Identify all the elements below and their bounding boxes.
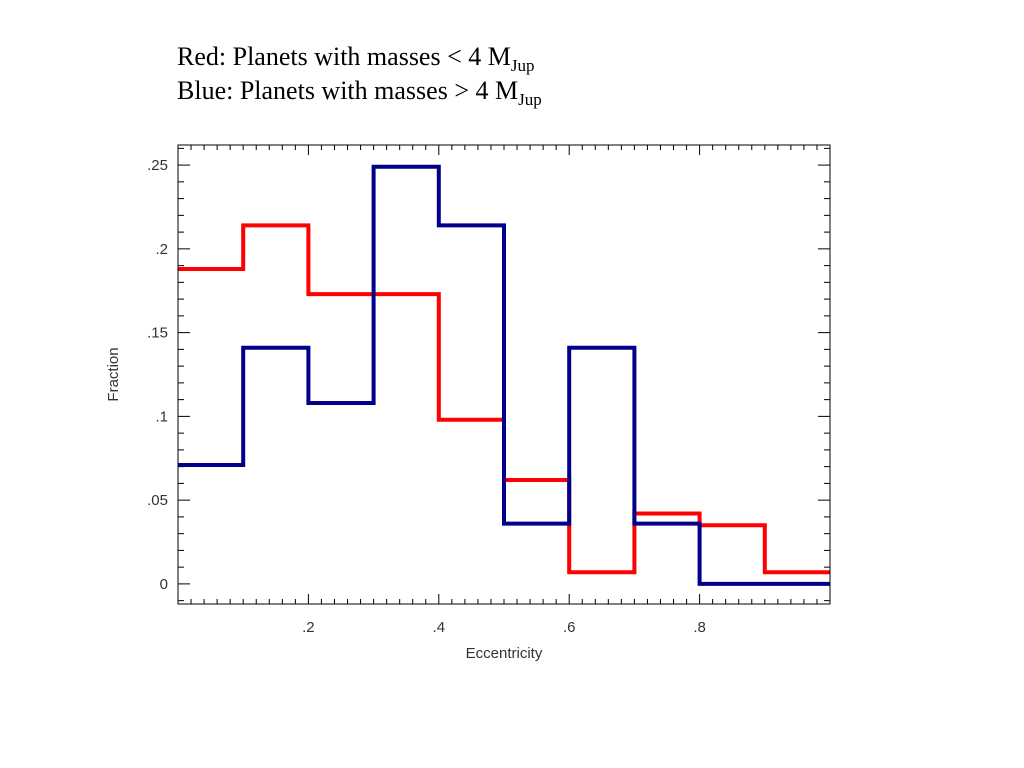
x-tick-label: .6 xyxy=(563,619,576,636)
series-layer xyxy=(178,164,830,586)
y-tick-label: .05 xyxy=(147,492,168,509)
series-line-blue xyxy=(178,164,830,586)
caption-line-blue: Blue: Planets with masses > 4 MJup xyxy=(177,74,542,108)
tick-labels: .2 .4 .6 .8 0 .05 .1 .15 .2 .25 xyxy=(147,157,706,636)
y-tick-label: .1 xyxy=(155,408,168,425)
caption-line-red: Red: Planets with masses < 4 MJup xyxy=(177,40,542,74)
caption-line-blue-subscript: Jup xyxy=(518,90,542,109)
caption-line-red-subscript: Jup xyxy=(510,56,535,75)
x-tick-label: .2 xyxy=(302,619,315,636)
y-tick-label: .25 xyxy=(147,157,168,174)
x-axis-label: Eccentricity xyxy=(466,645,543,662)
x-tick-label: .4 xyxy=(433,619,446,636)
y-tick-label: .2 xyxy=(155,241,168,258)
caption-line-blue-text: Blue: Planets with masses > 4 M xyxy=(177,76,519,105)
y-tick-label: .15 xyxy=(147,325,168,342)
caption-line-red-text: Red: Planets with masses < 4 M xyxy=(177,42,511,71)
axis-ticks xyxy=(178,145,830,604)
y-tick-label: 0 xyxy=(160,576,168,593)
plot-frame xyxy=(177,144,831,605)
x-tick-label: .8 xyxy=(693,619,706,636)
chart-caption: Red: Planets with masses < 4 MJup Blue: … xyxy=(177,40,542,108)
y-axis-label: Fraction xyxy=(105,347,122,401)
